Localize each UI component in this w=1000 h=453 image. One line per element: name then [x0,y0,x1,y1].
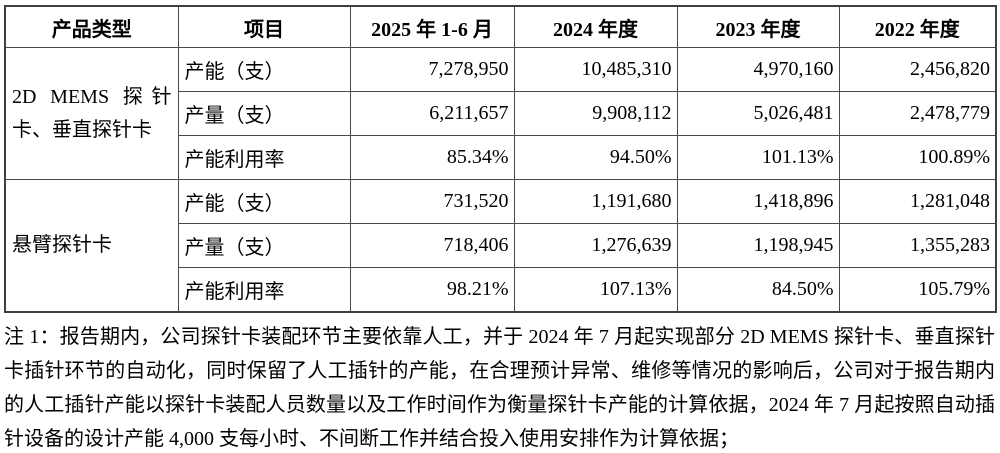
footnote: 注 1：报告期内，公司探针卡装配环节主要依靠人工，并于 2024 年 7 月起实… [4,326,995,450]
col-header-2024: 2024 年度 [513,5,678,48]
value-cell: 1,191,680 [513,179,678,224]
product-type-cell-mems: 2D MEMS 探针卡、垂直探针卡 [4,47,179,180]
value-cell: 1,355,283 [838,223,997,268]
item-cell: 产量（支） [177,91,351,136]
item-cell: 产能利用率 [177,267,351,313]
col-header-product-type: 产品类型 [4,5,179,48]
value-cell: 105.79% [838,267,997,313]
item-cell: 产能（支） [177,47,351,92]
product-type-cell-cantilever: 悬臂探针卡 [4,179,179,313]
value-cell: 731,520 [349,179,515,224]
value-cell: 2,456,820 [838,47,997,92]
value-cell: 6,211,657 [349,91,515,136]
table-row: 产量（支） 718,406 1,276,639 1,198,945 1,355,… [5,223,997,268]
value-cell: 9,908,112 [513,91,678,136]
value-cell: 94.50% [513,135,678,180]
header-row: 产品类型 项目 2025 年 1-6 月 2024 年度 2023 年度 202… [4,5,997,48]
value-cell: 1,281,048 [838,179,997,224]
item-cell: 产量（支） [177,223,351,268]
table-row: 产量（支） 6,211,657 9,908,112 5,026,481 2,47… [5,91,997,136]
value-cell: 100.89% [838,135,997,180]
value-cell: 101.13% [676,135,840,180]
value-cell: 107.13% [513,267,678,313]
value-cell: 1,418,896 [676,179,840,224]
table-row: 产能利用率 85.34% 94.50% 101.13% 100.89% [5,135,997,180]
table-row: 2D MEMS 探针卡、垂直探针卡 产能（支） 7,278,950 10,485… [4,47,997,180]
value-cell: 85.34% [349,135,515,180]
value-cell: 7,278,950 [349,47,515,92]
col-header-item: 项目 [177,5,351,48]
value-cell: 10,485,310 [513,47,678,92]
table-row: 产能利用率 98.21% 107.13% 84.50% 105.79% [5,267,997,313]
item-cell: 产能（支） [177,179,351,224]
value-cell: 1,198,945 [676,223,840,268]
table-row: 悬臂探针卡 产能（支） 731,520 1,191,680 1,418,896 … [4,179,997,313]
value-cell: 718,406 [349,223,515,268]
item-cell: 产能利用率 [177,135,351,180]
col-header-2025h1: 2025 年 1-6 月 [349,5,515,48]
col-header-2023: 2023 年度 [676,5,840,48]
value-cell: 5,026,481 [676,91,840,136]
capacity-table: 产品类型 项目 2025 年 1-6 月 2024 年度 2023 年度 202… [4,5,997,313]
value-cell: 4,970,160 [676,47,840,92]
col-header-2022: 2022 年度 [838,5,997,48]
value-cell: 1,276,639 [513,223,678,268]
value-cell: 2,478,779 [838,91,997,136]
value-cell: 98.21% [349,267,515,313]
value-cell: 84.50% [676,267,840,313]
